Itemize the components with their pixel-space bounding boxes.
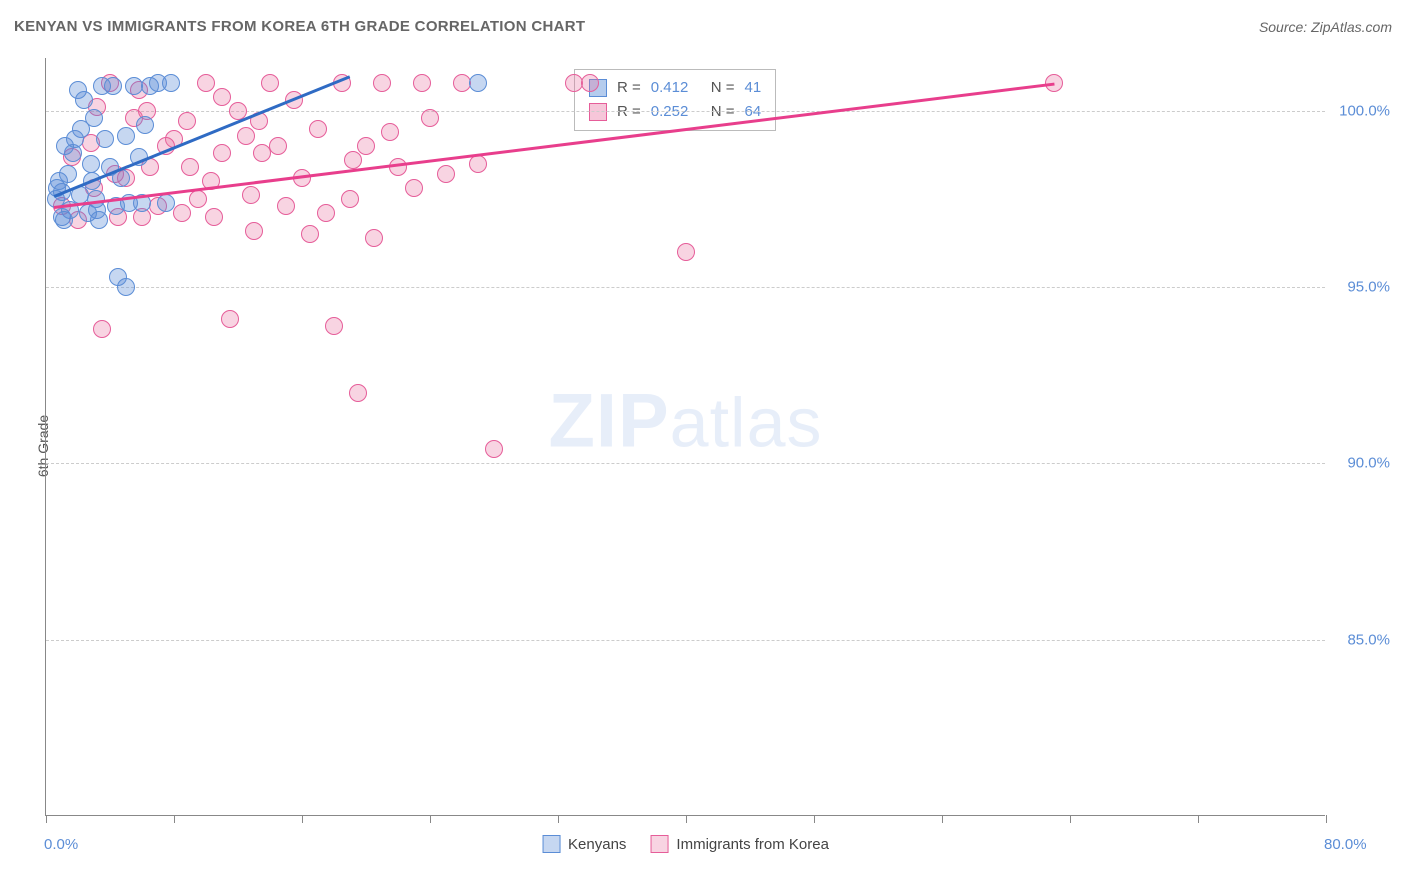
gridline-h bbox=[46, 287, 1325, 288]
scatter-point-kenyans bbox=[82, 155, 100, 173]
scatter-point-kenyans bbox=[157, 194, 175, 212]
scatter-point-korea bbox=[341, 190, 359, 208]
legend-item-korea: Immigrants from Korea bbox=[650, 835, 829, 853]
scatter-point-korea bbox=[349, 384, 367, 402]
x-tick bbox=[1326, 815, 1327, 823]
scatter-point-kenyans bbox=[85, 109, 103, 127]
legend-label-korea: Immigrants from Korea bbox=[676, 836, 829, 853]
scatter-point-korea bbox=[93, 320, 111, 338]
scatter-point-kenyans bbox=[96, 130, 114, 148]
x-tick bbox=[174, 815, 175, 823]
regression-row: R = 0.412 N = 41 bbox=[589, 76, 761, 100]
gridline-h bbox=[46, 463, 1325, 464]
scatter-point-korea bbox=[173, 204, 191, 222]
scatter-point-korea bbox=[221, 310, 239, 328]
scatter-point-korea bbox=[437, 165, 455, 183]
scatter-point-korea bbox=[213, 144, 231, 162]
scatter-point-kenyans bbox=[162, 74, 180, 92]
r-label: R = bbox=[617, 76, 641, 100]
x-tick bbox=[302, 815, 303, 823]
x-tick-label: 0.0% bbox=[44, 836, 78, 853]
chart-plot-area: ZIPatlas Kenyans Immigrants from Korea R… bbox=[45, 58, 1325, 816]
y-tick-label: 95.0% bbox=[1347, 279, 1390, 296]
legend-swatch-korea bbox=[650, 835, 668, 853]
y-tick-label: 90.0% bbox=[1347, 455, 1390, 472]
scatter-point-korea bbox=[485, 440, 503, 458]
legend-swatch-kenyans bbox=[542, 835, 560, 853]
chart-header: KENYAN VS IMMIGRANTS FROM KOREA 6TH GRAD… bbox=[14, 18, 1392, 35]
chart-source: Source: ZipAtlas.com bbox=[1259, 19, 1392, 35]
scatter-point-korea bbox=[373, 74, 391, 92]
scatter-point-korea bbox=[277, 197, 295, 215]
scatter-point-korea bbox=[242, 186, 260, 204]
scatter-point-korea bbox=[261, 74, 279, 92]
x-tick bbox=[814, 815, 815, 823]
scatter-point-korea bbox=[237, 127, 255, 145]
watermark-zip: ZIP bbox=[548, 379, 669, 464]
scatter-point-korea bbox=[581, 74, 599, 92]
scatter-point-kenyans bbox=[104, 77, 122, 95]
scatter-point-kenyans bbox=[55, 211, 73, 229]
watermark: ZIPatlas bbox=[548, 378, 822, 465]
scatter-point-korea bbox=[309, 120, 327, 138]
scatter-point-korea bbox=[357, 137, 375, 155]
scatter-point-kenyans bbox=[136, 116, 154, 134]
legend-item-kenyans: Kenyans bbox=[542, 835, 626, 853]
watermark-atlas: atlas bbox=[670, 384, 823, 462]
scatter-point-kenyans bbox=[75, 91, 93, 109]
scatter-point-korea bbox=[317, 204, 335, 222]
scatter-point-kenyans bbox=[90, 211, 108, 229]
chart-title: KENYAN VS IMMIGRANTS FROM KOREA 6TH GRAD… bbox=[14, 18, 585, 35]
scatter-point-korea bbox=[301, 225, 319, 243]
n-label: N = bbox=[711, 76, 735, 100]
scatter-point-korea bbox=[469, 155, 487, 173]
scatter-point-korea bbox=[365, 229, 383, 247]
scatter-point-kenyans bbox=[64, 144, 82, 162]
x-tick bbox=[558, 815, 559, 823]
x-tick bbox=[46, 815, 47, 823]
y-tick-label: 100.0% bbox=[1339, 102, 1390, 119]
n-value: 41 bbox=[745, 76, 762, 100]
x-tick bbox=[1070, 815, 1071, 823]
x-tick bbox=[686, 815, 687, 823]
legend-label-kenyans: Kenyans bbox=[568, 836, 626, 853]
x-tick bbox=[942, 815, 943, 823]
scatter-point-kenyans bbox=[117, 278, 135, 296]
scatter-point-korea bbox=[181, 158, 199, 176]
scatter-point-korea bbox=[677, 243, 695, 261]
bottom-legend: Kenyans Immigrants from Korea bbox=[542, 835, 829, 853]
x-tick bbox=[430, 815, 431, 823]
scatter-point-korea bbox=[344, 151, 362, 169]
scatter-point-korea bbox=[178, 112, 196, 130]
scatter-point-korea bbox=[405, 179, 423, 197]
x-tick bbox=[1198, 815, 1199, 823]
scatter-point-korea bbox=[205, 208, 223, 226]
scatter-point-korea bbox=[213, 88, 231, 106]
scatter-point-korea bbox=[413, 74, 431, 92]
scatter-point-korea bbox=[381, 123, 399, 141]
scatter-point-kenyans bbox=[117, 127, 135, 145]
scatter-point-korea bbox=[269, 137, 287, 155]
scatter-point-korea bbox=[389, 158, 407, 176]
scatter-point-korea bbox=[245, 222, 263, 240]
scatter-point-korea bbox=[421, 109, 439, 127]
gridline-h bbox=[46, 640, 1325, 641]
scatter-point-kenyans bbox=[469, 74, 487, 92]
trend-line-korea bbox=[54, 83, 1054, 209]
scatter-point-korea bbox=[189, 190, 207, 208]
scatter-point-korea bbox=[197, 74, 215, 92]
y-tick-label: 85.0% bbox=[1347, 631, 1390, 648]
x-tick-label: 80.0% bbox=[1324, 836, 1367, 853]
scatter-point-korea bbox=[325, 317, 343, 335]
r-value: 0.412 bbox=[651, 76, 701, 100]
